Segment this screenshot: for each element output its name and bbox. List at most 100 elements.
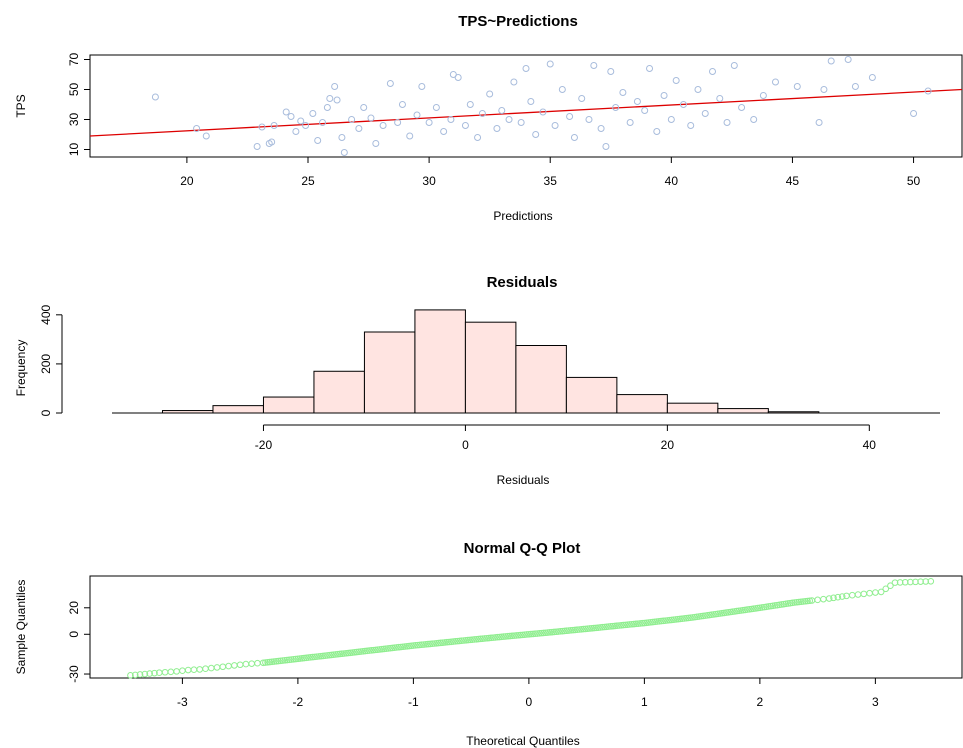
data-point <box>678 615 686 622</box>
data-point <box>332 651 339 658</box>
x-tick-label: 20 <box>661 438 675 452</box>
data-point <box>292 655 300 663</box>
data-point <box>401 643 409 650</box>
histogram-bar <box>767 411 820 414</box>
data-point <box>334 650 342 658</box>
histogram-bar <box>313 370 365 414</box>
data-point <box>347 649 354 657</box>
data-point <box>193 125 201 132</box>
data-point <box>609 622 617 630</box>
data-point <box>494 633 501 641</box>
data-point <box>485 634 493 642</box>
data-point <box>866 589 873 597</box>
data-point <box>370 646 377 654</box>
data-point <box>882 585 890 593</box>
data-point <box>622 621 629 629</box>
data-point <box>626 119 634 126</box>
data-point <box>498 633 505 641</box>
data-point <box>437 639 444 647</box>
data-point <box>505 116 513 123</box>
y-tick-label: 10 <box>67 143 81 157</box>
data-point <box>791 599 798 606</box>
y-tick-label: -30 <box>67 665 81 683</box>
data-point <box>466 101 474 108</box>
data-point <box>418 83 426 90</box>
data-point <box>326 95 334 102</box>
data-point <box>557 628 564 635</box>
data-point <box>624 621 631 628</box>
data-point <box>386 80 394 87</box>
data-point <box>544 629 552 636</box>
x-tick-label: 30 <box>422 174 436 188</box>
data-point <box>498 107 506 114</box>
data-point <box>298 655 306 662</box>
data-point <box>302 654 310 662</box>
data-point <box>633 98 641 105</box>
data-point <box>225 662 232 670</box>
data-point <box>355 125 363 132</box>
regression-line <box>89 88 963 137</box>
data-point <box>694 86 702 93</box>
data-point <box>620 621 627 629</box>
data-point <box>296 655 304 662</box>
data-point <box>586 625 594 632</box>
data-point <box>601 623 608 631</box>
data-point <box>877 588 885 596</box>
data-point <box>653 618 661 625</box>
data-point <box>372 140 380 147</box>
data-point <box>554 628 562 635</box>
data-point <box>795 598 803 606</box>
data-point <box>827 57 835 65</box>
data-point <box>207 664 215 672</box>
data-point <box>533 630 541 637</box>
data-point <box>264 658 271 666</box>
histogram-bar <box>464 321 517 414</box>
data-point <box>460 637 468 644</box>
data-point <box>361 647 369 655</box>
data-point <box>619 89 627 96</box>
data-point <box>262 659 269 666</box>
data-point <box>449 71 457 78</box>
data-point <box>910 110 918 117</box>
data-point <box>258 123 266 131</box>
data-point <box>338 134 346 141</box>
data-point <box>462 636 470 644</box>
data-point <box>342 649 350 657</box>
data-point <box>466 636 474 644</box>
data-point <box>136 671 144 678</box>
data-point <box>667 116 675 123</box>
data-point <box>709 68 717 75</box>
data-point <box>569 626 577 634</box>
data-point <box>184 666 192 674</box>
data-point <box>567 627 575 634</box>
data-point <box>540 629 547 637</box>
data-point <box>838 593 846 600</box>
data-point <box>496 633 503 641</box>
chart-title: Residuals <box>487 274 558 291</box>
data-point <box>848 591 856 599</box>
histogram-bar <box>161 410 214 414</box>
data-point <box>481 635 489 642</box>
data-point <box>330 651 337 658</box>
data-point <box>521 631 528 638</box>
data-point <box>319 652 327 660</box>
data-point <box>529 630 537 638</box>
data-point <box>470 636 478 643</box>
data-point <box>231 662 238 669</box>
data-point <box>340 650 348 657</box>
data-point <box>590 624 598 632</box>
data-point <box>384 645 392 652</box>
data-point <box>617 621 625 629</box>
data-point <box>424 640 432 648</box>
data-point <box>380 645 388 653</box>
data-point <box>464 636 472 644</box>
data-point <box>653 128 661 135</box>
data-point <box>479 635 486 642</box>
data-point <box>338 650 346 658</box>
chart-title: TPS~Predictions <box>458 13 578 30</box>
data-point <box>323 652 331 659</box>
data-point <box>285 656 293 664</box>
data-point <box>398 101 406 108</box>
data-point <box>830 594 837 602</box>
data-point <box>489 634 497 641</box>
